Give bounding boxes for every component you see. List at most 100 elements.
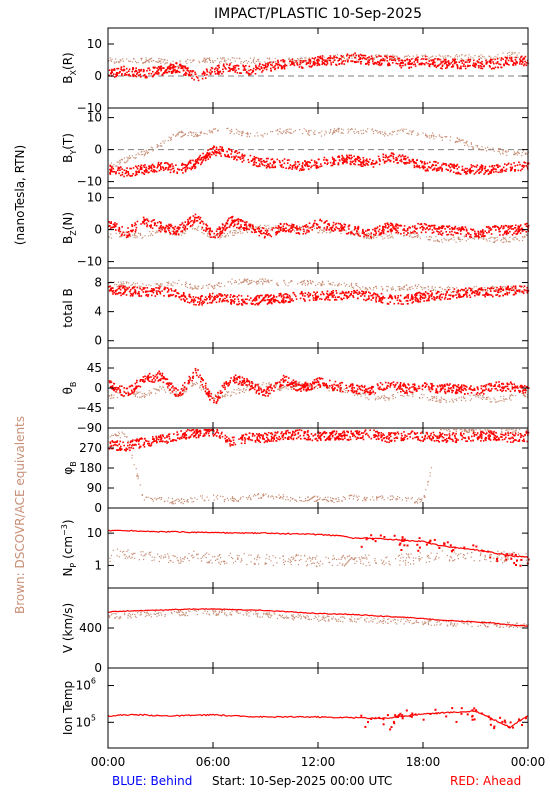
- data-point: [298, 227, 301, 229]
- data-point: [364, 58, 366, 61]
- data-point: [164, 140, 166, 142]
- data-point: [505, 57, 508, 59]
- data-point: [147, 295, 149, 298]
- data-point: [392, 131, 394, 133]
- data-point: [465, 171, 468, 174]
- data-point: [370, 232, 373, 234]
- data-point: [441, 168, 443, 171]
- data-point: [350, 157, 352, 160]
- data-point: [194, 287, 196, 289]
- data-point: [403, 228, 405, 230]
- data-point: [286, 162, 289, 164]
- data-point: [125, 281, 127, 283]
- data-point: [524, 58, 526, 60]
- data-point: [213, 146, 215, 148]
- data-point: [197, 286, 199, 288]
- data-point: [138, 285, 140, 287]
- data-point: [360, 163, 362, 165]
- data-point: [488, 227, 490, 230]
- data-point: [447, 60, 450, 63]
- data-point: [209, 59, 211, 61]
- data-point: [245, 65, 247, 67]
- data-point: [386, 57, 388, 59]
- data-point: [347, 54, 349, 56]
- data-point: [262, 134, 264, 136]
- data-point: [140, 285, 142, 287]
- data-point: [195, 159, 197, 161]
- data-point: [115, 232, 117, 234]
- data-point: [176, 171, 178, 174]
- data-point: [333, 158, 335, 161]
- data-point: [365, 160, 368, 162]
- data-point: [202, 285, 204, 287]
- data-point: [358, 231, 360, 233]
- data-point: [204, 77, 207, 79]
- data-point: [517, 151, 519, 153]
- data-point: [258, 159, 260, 162]
- data-point: [388, 55, 391, 58]
- data-point: [157, 72, 160, 74]
- data-point: [195, 220, 198, 222]
- data-point: [391, 62, 394, 64]
- data-point: [120, 158, 123, 160]
- data-point: [228, 66, 230, 69]
- data-point: [308, 59, 311, 61]
- data-point: [228, 217, 230, 220]
- data-point: [209, 130, 211, 132]
- data-point: [387, 237, 389, 239]
- data-point: [229, 296, 231, 298]
- data-point: [127, 70, 130, 72]
- data-point: [266, 281, 268, 283]
- data-point: [375, 227, 378, 230]
- data-point: [126, 71, 128, 74]
- data-point: [397, 227, 399, 229]
- data-point: [359, 53, 362, 56]
- data-point: [390, 230, 392, 233]
- data-point: [430, 167, 432, 169]
- data-point: [415, 228, 417, 230]
- data-point: [258, 230, 260, 232]
- data-point: [180, 136, 183, 138]
- data-point: [122, 235, 124, 237]
- data-point: [133, 224, 136, 227]
- data-point: [170, 67, 172, 69]
- data-point: [280, 59, 282, 62]
- data-point: [487, 294, 490, 296]
- data-point: [315, 223, 318, 225]
- data-point: [289, 231, 292, 233]
- data-point: [504, 237, 506, 239]
- data-point: [144, 287, 146, 289]
- data-point: [117, 169, 119, 172]
- data-point: [407, 293, 410, 296]
- data-point: [267, 165, 269, 168]
- data-point: [429, 137, 431, 139]
- data-point: [488, 173, 490, 175]
- data-point: [225, 296, 228, 298]
- data-point: [494, 225, 496, 227]
- data-point: [170, 284, 172, 286]
- data-point: [356, 59, 358, 61]
- data-point: [174, 225, 177, 228]
- data-point: [414, 225, 416, 227]
- data-point: [253, 155, 256, 158]
- data-point: [377, 61, 379, 64]
- data-point: [297, 165, 299, 167]
- data-point: [429, 59, 431, 61]
- data-point: [230, 68, 232, 70]
- data-point: [226, 150, 228, 153]
- data-point: [489, 240, 491, 242]
- data-point: [239, 72, 241, 74]
- data-point: [438, 286, 440, 288]
- data-point: [433, 296, 435, 298]
- data-point: [109, 289, 111, 291]
- data-point: [288, 224, 290, 227]
- data-point: [181, 169, 183, 171]
- data-point: [513, 162, 515, 164]
- data-point: [377, 230, 380, 233]
- data-point: [476, 146, 478, 148]
- data-point: [184, 295, 186, 298]
- data-point: [482, 232, 485, 234]
- data-point: [481, 67, 484, 70]
- data-point: [493, 237, 495, 239]
- data-point: [478, 233, 480, 236]
